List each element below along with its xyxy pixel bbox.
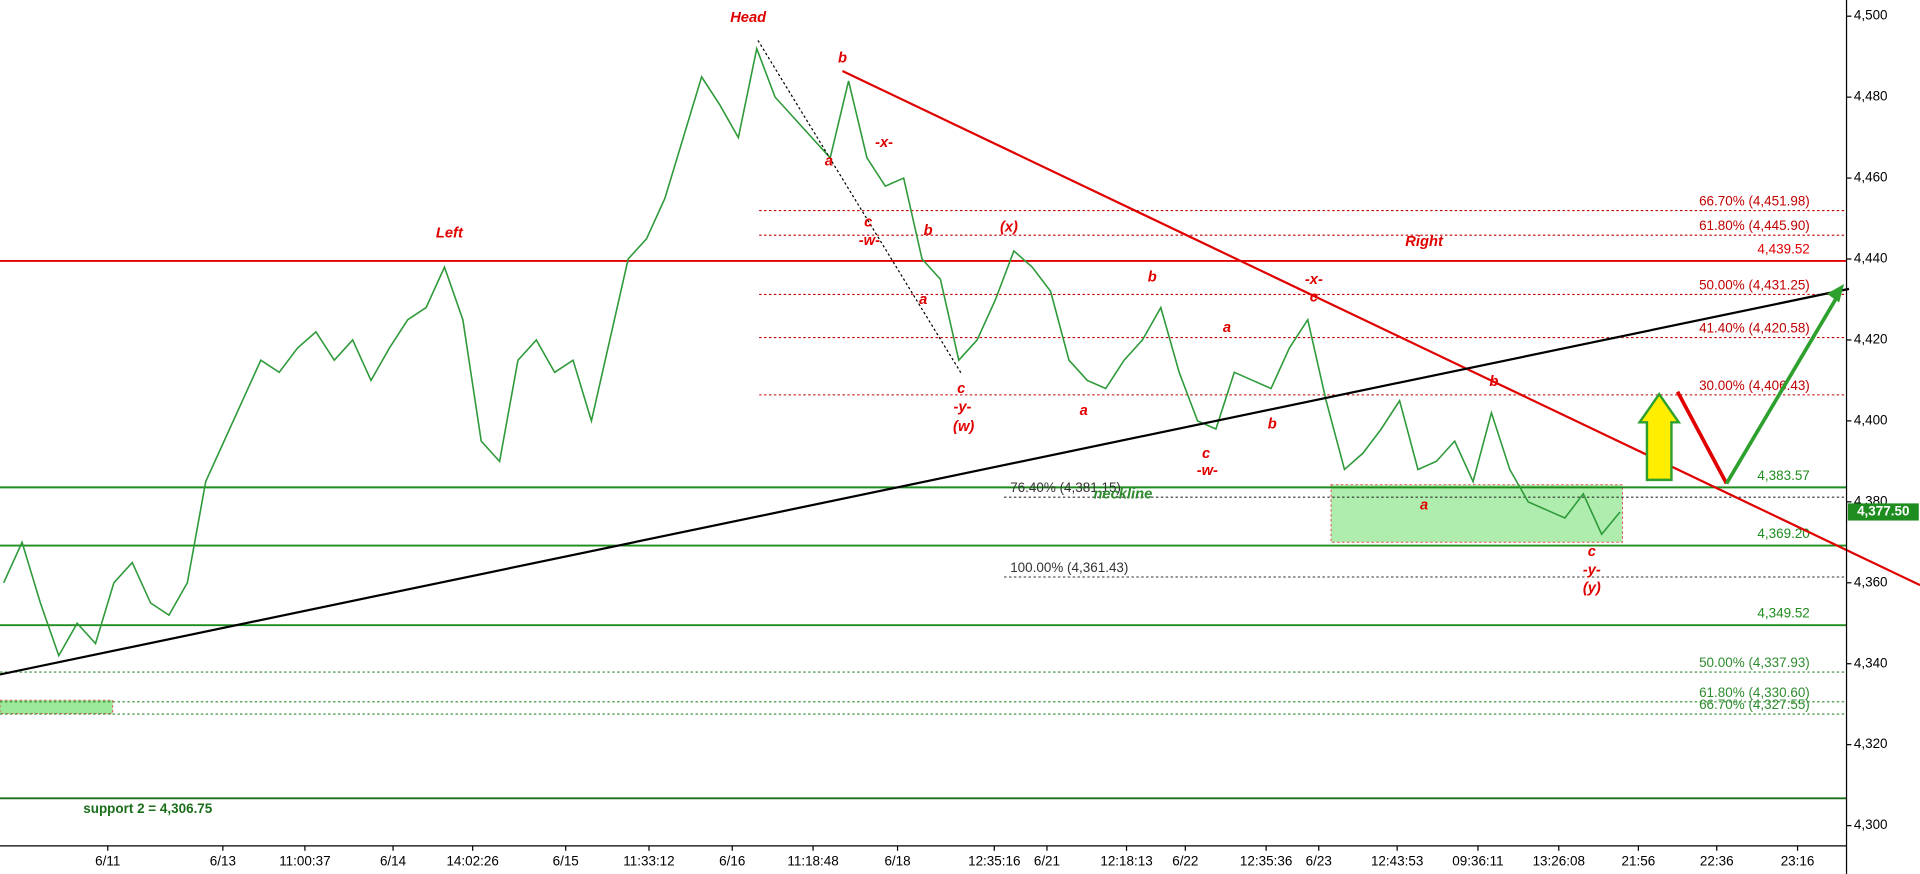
wave-label: c xyxy=(1310,289,1318,305)
wave-label: (x) xyxy=(1000,220,1018,236)
y-tick-label: 4,360 xyxy=(1854,574,1888,589)
x-tick-label: 12:43:53 xyxy=(1371,853,1423,868)
level-label: 4,383.57 xyxy=(1757,468,1809,483)
wave-label: b xyxy=(924,223,933,239)
fib-label: 66.70% (4,327.55) xyxy=(1699,697,1810,712)
wave-label: b xyxy=(1489,374,1498,390)
y-tick-label: 4,320 xyxy=(1854,736,1888,751)
x-tick-label: 23:16 xyxy=(1781,853,1815,868)
last-price-box xyxy=(1847,503,1919,521)
y-tick-label: 4,300 xyxy=(1854,817,1888,832)
x-tick-label: 12:35:36 xyxy=(1240,853,1292,868)
fib-label: 50.00% (4,337.93) xyxy=(1699,655,1810,670)
x-tick-label: 14:02:26 xyxy=(446,853,498,868)
x-tick-label: 6/22 xyxy=(1172,853,1198,868)
last-price-label: 4,377.50 xyxy=(1857,504,1909,519)
fib-label: 76.40% (4,381.15) xyxy=(1010,480,1121,495)
fib-label: 30.00% (4,406.43) xyxy=(1699,378,1810,393)
fib-label: 100.00% (4,361.43) xyxy=(1010,560,1128,575)
y-tick-label: 4,340 xyxy=(1854,655,1888,670)
x-tick-label: 6/13 xyxy=(210,853,236,868)
fib-label: 50.00% (4,431.25) xyxy=(1699,277,1810,292)
arrow-up xyxy=(1637,392,1682,482)
x-tick-label: 6/11 xyxy=(95,853,120,868)
wave-label: Right xyxy=(1405,234,1444,250)
wave-label: -y- xyxy=(1583,562,1601,578)
wave-label: a xyxy=(1420,497,1428,513)
wave-label: a xyxy=(919,292,927,308)
wave-label: Left xyxy=(436,226,464,242)
level-label: 4,369.20 xyxy=(1757,526,1809,541)
wave-label: neckline xyxy=(1093,486,1152,502)
wave-label: -x- xyxy=(875,135,893,151)
x-tick-label: 6/23 xyxy=(1306,853,1332,868)
wave-line xyxy=(757,40,962,374)
x-tick-label: 09:36:11 xyxy=(1452,853,1503,868)
x-tick-label: 11:33:12 xyxy=(623,853,674,868)
y-tick-label: 4,420 xyxy=(1854,332,1888,347)
wave-label: -x- xyxy=(1305,272,1323,288)
wave-label: b xyxy=(838,51,847,67)
wave-label: -w- xyxy=(1197,463,1218,479)
x-tick-label: 22:36 xyxy=(1700,853,1734,868)
projection-line xyxy=(1724,296,1839,485)
wave-label: (w) xyxy=(953,419,974,435)
wave-label: -y- xyxy=(953,399,971,415)
trend-line xyxy=(841,70,1920,587)
x-tick-label: 6/18 xyxy=(884,853,910,868)
x-tick-label: 6/15 xyxy=(553,853,579,868)
price-line xyxy=(2,45,1621,658)
x-tick-label: 6/21 xyxy=(1034,853,1060,868)
fib-label: 66.70% (4,451.98) xyxy=(1699,194,1810,209)
trend-line xyxy=(0,287,1850,676)
x-tick-label: 12:18:13 xyxy=(1100,853,1152,868)
level-label: 4,349.52 xyxy=(1757,606,1809,621)
price-layer xyxy=(2,45,1621,658)
y-tick-label: 4,400 xyxy=(1854,412,1888,427)
level-label: 4,439.52 xyxy=(1757,242,1809,257)
x-tick-label: 21:56 xyxy=(1622,853,1656,868)
x-tick-label: 12:35:16 xyxy=(968,853,1020,868)
wave-label: Head xyxy=(730,10,767,26)
wave-label: -w- xyxy=(859,233,880,249)
support-label: support 2 = 4,306.75 xyxy=(83,801,213,816)
arrow-head xyxy=(1826,283,1845,303)
wave-label: c xyxy=(1202,446,1210,462)
support-zone xyxy=(1330,484,1623,543)
y-tick-label: 4,460 xyxy=(1854,170,1888,185)
y-tick-label: 4,440 xyxy=(1854,251,1888,266)
y-tick-label: 4,500 xyxy=(1854,8,1888,23)
wave-label: a xyxy=(1223,320,1231,336)
fib-label: 61.80% (4,330.60) xyxy=(1699,685,1810,700)
x-tick-label: 6/16 xyxy=(719,853,745,868)
wave-label: a xyxy=(1080,403,1088,419)
fib-label: 41.40% (4,420.58) xyxy=(1699,321,1810,336)
wave-label: a xyxy=(825,153,833,169)
x-tick-label: 13:26:08 xyxy=(1533,853,1585,868)
fib-label: 61.80% (4,445.90) xyxy=(1699,218,1810,233)
levels: 4,439.52 4,383.57 4,369.20 4,349.52 66.70% (… xyxy=(0,194,1847,816)
wave-label: b xyxy=(1148,270,1157,286)
wave-label: b xyxy=(1268,417,1277,433)
wave-label: (y) xyxy=(1583,581,1601,597)
x-tick-label: 11:18:48 xyxy=(787,853,838,868)
wave-label: c xyxy=(957,381,965,397)
annotations: HeadLeftRightnecklineb-x-ac-w-bac-y-(w)(… xyxy=(436,10,1601,596)
projection-line xyxy=(1675,390,1729,485)
x-tick-label: 11:00:37 xyxy=(279,853,330,868)
wave-label: c xyxy=(864,215,872,231)
wave-label: c xyxy=(1588,544,1596,560)
y-tick-label: 4,480 xyxy=(1854,89,1888,104)
x-tick-label: 6/14 xyxy=(380,853,407,868)
